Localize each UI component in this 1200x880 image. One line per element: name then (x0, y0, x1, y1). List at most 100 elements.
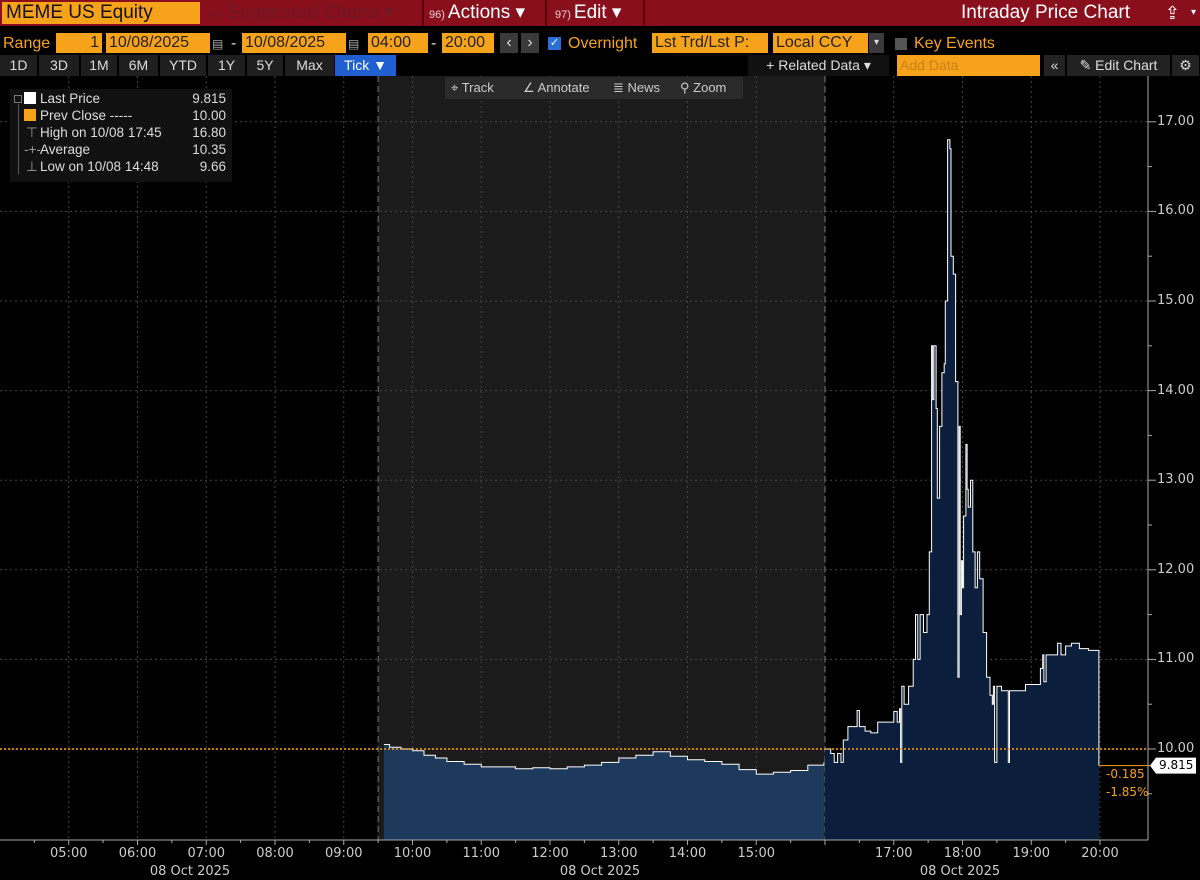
orange-swatch-icon (24, 109, 36, 121)
chart-tools: ⌖ Track ∠ Annotate ≣ News ⚲ Zoom (445, 77, 743, 99)
settings-icon[interactable]: ⚙ (1172, 55, 1200, 76)
annotate-icon: ∠ (523, 80, 535, 95)
y-tick-label: 16.00 (1157, 203, 1195, 219)
legend-high[interactable]: ⊤ High on 10/08 17:45 16.80 (26, 124, 226, 141)
x-tick-label: 10:00 (393, 846, 432, 861)
y-tick-label: 17.00 (1157, 113, 1195, 129)
period-1y[interactable]: 1Y (208, 55, 246, 76)
average-marker-icon: -+- (24, 142, 41, 157)
x-tick-label: 19:00 (1012, 846, 1050, 861)
legend-label: Last Price (40, 91, 101, 106)
white-swatch-icon (24, 92, 36, 104)
high-marker-icon: ⊤ (26, 125, 38, 140)
regular-session-background (378, 76, 825, 840)
edit-menu[interactable]: 97) Edit ▾ (549, 0, 645, 26)
legend-average[interactable]: -+- Average 10.35 (24, 141, 226, 158)
tool-label: News (627, 80, 661, 95)
extended-session-area (825, 139, 1099, 840)
edit-chart-button[interactable]: ✎ Edit Chart (1067, 55, 1171, 76)
legend-value: 9.66 (199, 159, 226, 174)
legend-label: Average (40, 142, 91, 157)
currency-select[interactable]: Local CCY (773, 33, 868, 53)
end-time-input[interactable]: 20:00 (442, 33, 494, 53)
period-ytd[interactable]: YTD (160, 55, 207, 76)
legend-label: High on 10/08 17:45 (40, 125, 162, 140)
period-3d[interactable]: 3D (39, 55, 80, 76)
regular-session-line (383, 744, 825, 775)
legend-low[interactable]: ⊥ Low on 10/08 14:48 9.66 (26, 158, 226, 175)
x-tick-label: 13:00 (600, 846, 638, 861)
price-change-label: -0.185 (1106, 766, 1145, 781)
x-tick-label: 11:00 (462, 846, 500, 861)
x-tick-label: 14:00 (668, 846, 707, 861)
date-label: 08 Oct 2025 (559, 864, 641, 879)
y-tick-label: 12.00 (1157, 561, 1195, 577)
y-tick-label: 13.00 (1157, 472, 1195, 488)
legend-prev-close[interactable]: Prev Close ----- 10.00 (24, 107, 226, 124)
legend-value: 10.35 (192, 142, 226, 157)
menu-number: 96) (429, 9, 445, 21)
end-date-input[interactable]: 10/08/2025 (242, 33, 346, 53)
x-tick-label: 08:00 (256, 846, 294, 861)
period-1d[interactable]: 1D (0, 55, 38, 76)
track-button[interactable]: ⌖ Track (451, 77, 494, 99)
regular-session-area (383, 744, 824, 840)
actions-menu[interactable]: 96) Actions ▾ (425, 0, 547, 26)
share-icon[interactable]: ⇪ (1164, 3, 1180, 23)
x-tick-label: 12:00 (531, 846, 569, 861)
collapse-button[interactable]: « (1044, 55, 1066, 76)
next-button[interactable]: › (521, 33, 539, 53)
y-tick-label: 14.00 (1157, 382, 1195, 398)
date-separator: - (231, 35, 237, 52)
prev-button[interactable]: ‹ (500, 33, 518, 53)
page-title: Intraday Price Chart (961, 2, 1130, 23)
currency-dropdown-icon[interactable]: ▾ (869, 33, 884, 53)
start-time-input[interactable]: 04:00 (368, 33, 428, 53)
range-value-input[interactable]: 1 (56, 33, 102, 53)
tool-label: Zoom (693, 80, 727, 95)
legend-value: 9.815 (192, 91, 226, 106)
last-price-label: 9.815 (1159, 757, 1194, 772)
period-6m[interactable]: 6M (119, 55, 159, 76)
share-dropdown-icon[interactable]: ▾ (1190, 7, 1196, 18)
overnight-checkbox[interactable]: ✓ (548, 37, 561, 50)
interval-select[interactable]: Tick ▼ (335, 55, 397, 76)
annotate-button[interactable]: ∠ Annotate (523, 77, 590, 99)
x-tick-label: 15:00 (737, 846, 775, 861)
period-5y[interactable]: 5Y (247, 55, 284, 76)
related-data-button[interactable]: + Related Data ▾ (748, 55, 890, 76)
period-1m[interactable]: 1M (81, 55, 118, 76)
price-type-select[interactable]: Lst Trd/Lst P: (652, 33, 768, 53)
collapse-legend-icon[interactable] (14, 95, 22, 103)
news-button[interactable]: ≣ News (613, 77, 660, 99)
last-price-tag (1150, 757, 1196, 774)
x-tick-label: 20:00 (1081, 846, 1119, 861)
calendar-icon[interactable]: ▤ (348, 37, 360, 51)
suggested-charts-menu[interactable]: 94) Suggested Charts ▾ (204, 0, 424, 26)
start-date-input[interactable]: 10/08/2025 (106, 33, 210, 53)
menu-number: 97) (555, 9, 571, 21)
crosshair-icon: ⌖ (451, 80, 459, 95)
period-max[interactable]: Max (285, 55, 335, 76)
price-chart[interactable] (0, 76, 1200, 880)
low-marker-icon: ⊥ (26, 159, 38, 174)
calendar-icon[interactable]: ▤ (212, 37, 224, 51)
range-controls: Range 1 10/08/2025 ▤ - 10/08/2025 ▤ 04:0… (0, 33, 1200, 55)
menu-label: Edit ▾ (573, 2, 622, 23)
x-tick-label: 05:00 (50, 846, 88, 861)
percent-change-label: -1.85% (1106, 784, 1149, 799)
x-tick-label: 06:00 (118, 846, 157, 861)
key-events-checkbox[interactable] (895, 38, 907, 50)
zoom-button[interactable]: ⚲ Zoom (680, 77, 726, 99)
legend-last-price[interactable]: Last Price 9.815 (24, 90, 226, 107)
security-input[interactable]: MEME US Equity (2, 2, 200, 24)
add-data-input[interactable]: Add Data (897, 55, 1041, 76)
zoom-icon: ⚲ (680, 80, 690, 95)
chart-legend: Last Price 9.815 Prev Close ----- 10.00 ⊤ H… (10, 89, 232, 182)
key-events-label: Key Events (914, 35, 995, 52)
legend-label: Low on 10/08 14:48 (40, 159, 159, 174)
x-tick-label: 07:00 (187, 846, 225, 861)
y-tick-label: 11.00 (1157, 651, 1195, 667)
legend-tree-line (18, 104, 19, 174)
overnight-label: Overnight (568, 35, 638, 52)
